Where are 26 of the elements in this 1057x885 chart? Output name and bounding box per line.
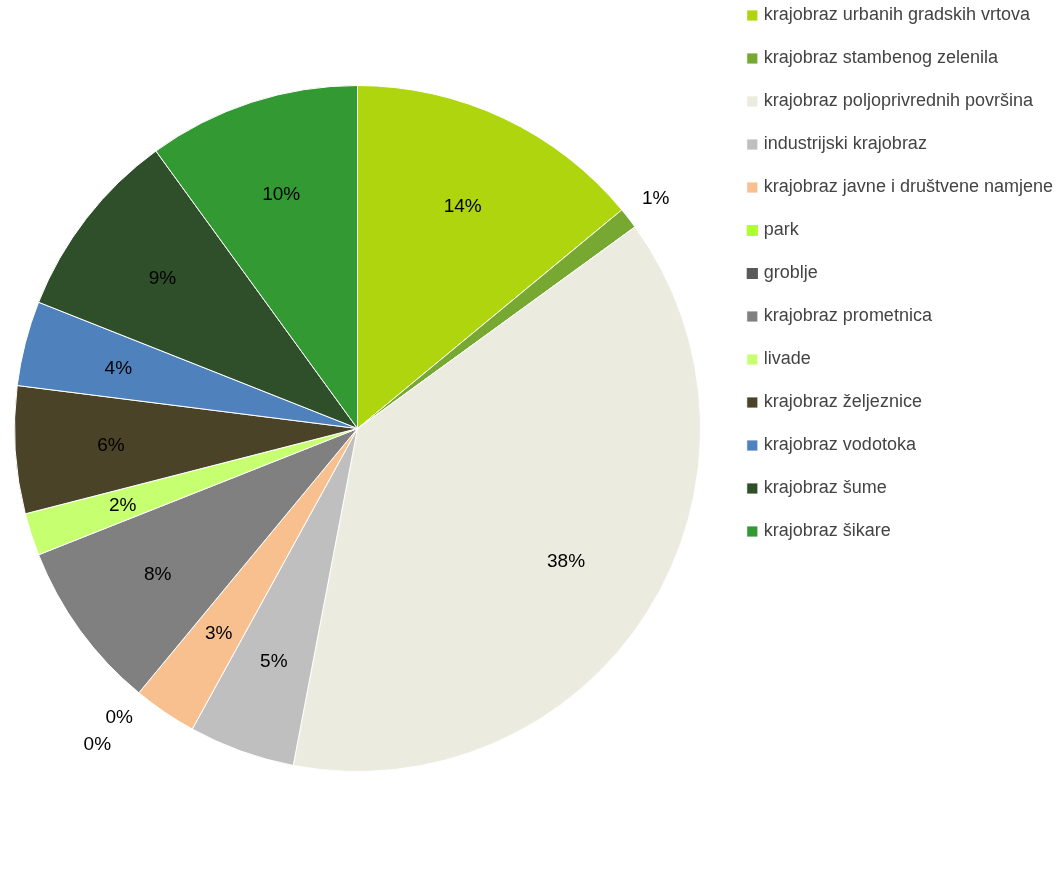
text: 0% <box>105 706 133 728</box>
data-label: 4% <box>104 356 133 378</box>
legend-label: krajobraz poljoprivrednih površina <box>763 90 1033 111</box>
legend-label: groblje <box>763 262 818 283</box>
legend-label: industrijski krajobraz <box>763 133 927 154</box>
data-label: 1% <box>641 186 670 208</box>
data-label: 9% <box>148 266 177 288</box>
text: 0% <box>83 732 112 754</box>
legend-label: krajobraz željeznice <box>763 391 922 412</box>
legend-label: krajobraz šume <box>763 477 887 498</box>
legend-label: krajobraz prometnica <box>763 305 932 326</box>
legend-label: krajobraz vodotoka <box>763 434 916 455</box>
data-label: 2% <box>108 494 137 516</box>
data-label: 8% <box>143 563 172 585</box>
data-label: 3% <box>204 622 233 644</box>
legend-label: krajobraz javne i društvene namjene <box>763 176 1053 197</box>
legend-label: krajobraz šikare <box>763 520 891 541</box>
data-label: 6% <box>97 433 125 455</box>
legend-label: krajobraz urbanih gradskih vrtova <box>763 4 1030 25</box>
legend-label: krajobraz stambenog zelenila <box>763 47 998 68</box>
legend-label: livade <box>763 348 811 369</box>
data-label: 38% <box>547 550 586 572</box>
data-label: 10% <box>262 183 301 205</box>
legend-label: park <box>763 219 799 240</box>
data-label: 5% <box>260 650 288 672</box>
data-label: 14% <box>443 194 482 216</box>
